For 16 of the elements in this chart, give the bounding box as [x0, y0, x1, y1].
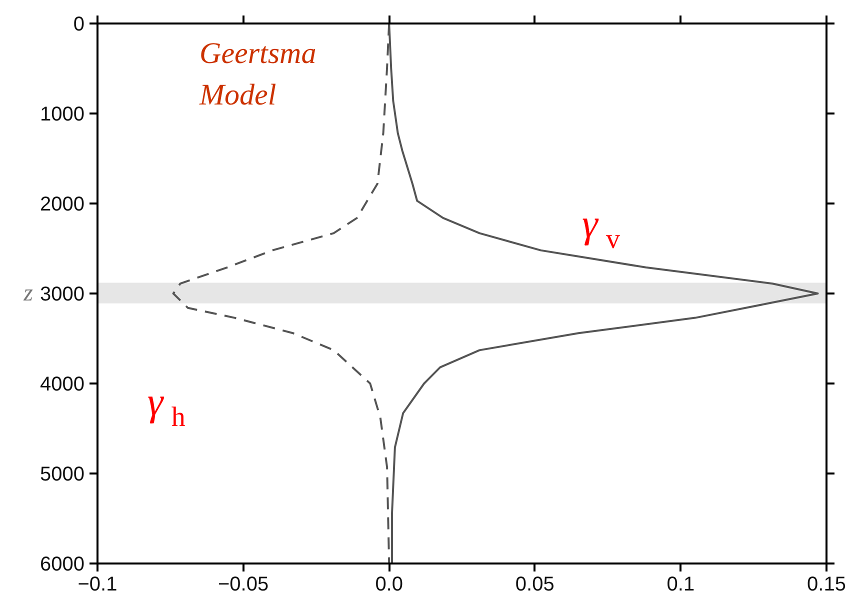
y-tick-label: 5000	[40, 464, 85, 486]
y-tick-label: 0	[73, 14, 84, 36]
annotation: Geertsma Model	[198, 37, 316, 112]
y-axis-title: z	[22, 280, 34, 306]
x-tick-label: −0.05	[218, 574, 269, 596]
y-tick-label: 3000	[40, 284, 85, 306]
x-tick-label: 0.05	[515, 574, 554, 596]
x-tick-label: 0.0	[375, 574, 404, 596]
x-tick-label: 0.15	[807, 574, 846, 596]
x-tick-label: 0.1	[666, 574, 695, 596]
x-tick-label: −0.1	[78, 574, 118, 596]
y-tick-label: 1000	[40, 104, 85, 126]
y-tick-label: 6000	[40, 554, 85, 576]
y-tick-label: 4000	[40, 374, 85, 396]
y-tick-label: 2000	[40, 194, 85, 216]
series-label: γv	[582, 200, 620, 255]
